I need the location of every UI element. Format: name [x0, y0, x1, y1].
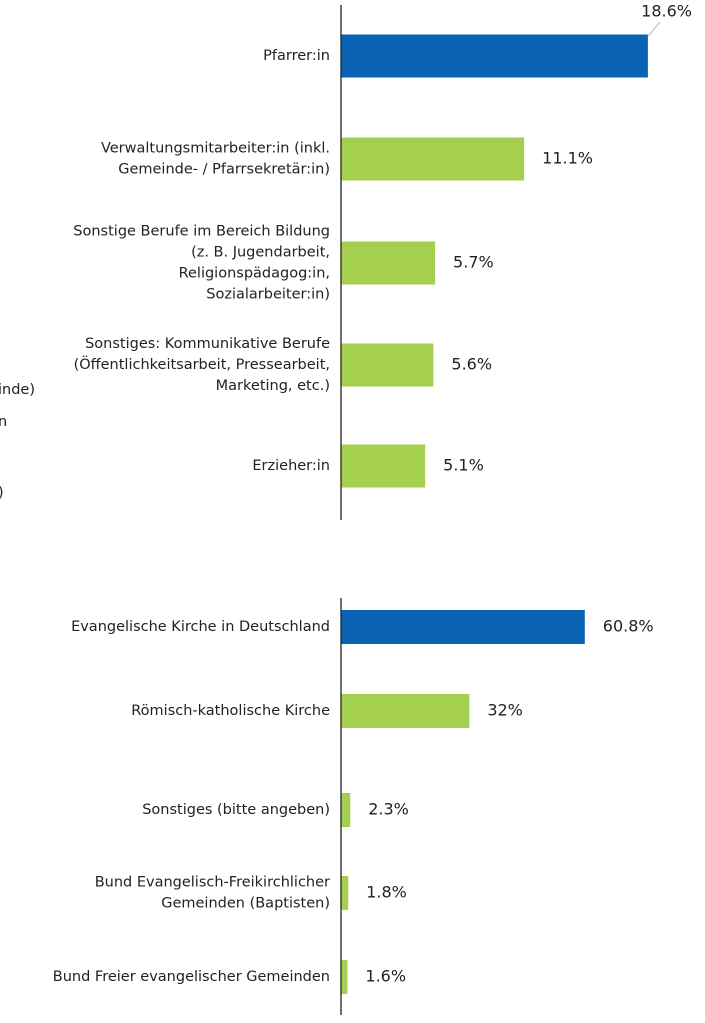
category-label: Bund Evangelisch-Freikirchlicher [95, 875, 330, 891]
bar [341, 343, 434, 387]
value-label: 1.6% [365, 967, 406, 986]
value-label: 5.7% [453, 253, 494, 272]
bar [341, 34, 648, 78]
bar [341, 694, 470, 728]
category-label: Verwaltungsmitarbeiter:in (inkl. [101, 141, 330, 157]
category-label: Sonstige Berufe im Bereich Bildung [73, 224, 330, 240]
value-label: 11.1% [542, 149, 593, 168]
value-label: 5.6% [451, 355, 492, 374]
bar [341, 793, 351, 827]
value-label: 1.8% [366, 883, 407, 902]
category-label: Pfarrer:in [263, 48, 330, 64]
category-label: Bund Freier evangelischer Gemeinden [53, 969, 330, 985]
category-label: Evangelische Kirche in Deutschland [71, 619, 330, 635]
clipped-text: inde) [0, 382, 35, 398]
bar [341, 610, 585, 644]
category-label: Erzieher:in [252, 458, 330, 474]
bar [341, 137, 525, 181]
category-label: Sonstiges: Kommunikative Berufe [85, 336, 330, 352]
bar [341, 241, 436, 285]
value-label: 2.3% [368, 800, 409, 819]
value-label: 5.1% [443, 456, 484, 475]
category-label: Gemeinde- / Pfarrsekretär:in) [118, 162, 330, 178]
category-label: Sozialarbeiter:in) [206, 287, 330, 303]
category-label: Römisch-katholische Kirche [131, 703, 330, 719]
category-label: Marketing, etc.) [216, 378, 330, 394]
clipped-text: ) [0, 485, 4, 501]
clipped-text: n [0, 414, 7, 430]
category-label: Religionspädagog:in, [179, 266, 330, 282]
bar [341, 444, 426, 488]
leader-line [647, 21, 661, 37]
category-label: (Öffentlichkeitsarbeit, Pressearbeit, [74, 355, 330, 373]
category-label: Sonstiges (bitte angeben) [142, 802, 330, 818]
bar [341, 960, 348, 994]
category-label: (z. B. Jugendarbeit, [191, 245, 330, 261]
value-label: 18.6% [641, 2, 692, 21]
category-label: Gemeinden (Baptisten) [161, 896, 330, 912]
value-label: 32% [487, 701, 523, 720]
bar [341, 876, 349, 910]
value-label: 60.8% [603, 617, 654, 636]
